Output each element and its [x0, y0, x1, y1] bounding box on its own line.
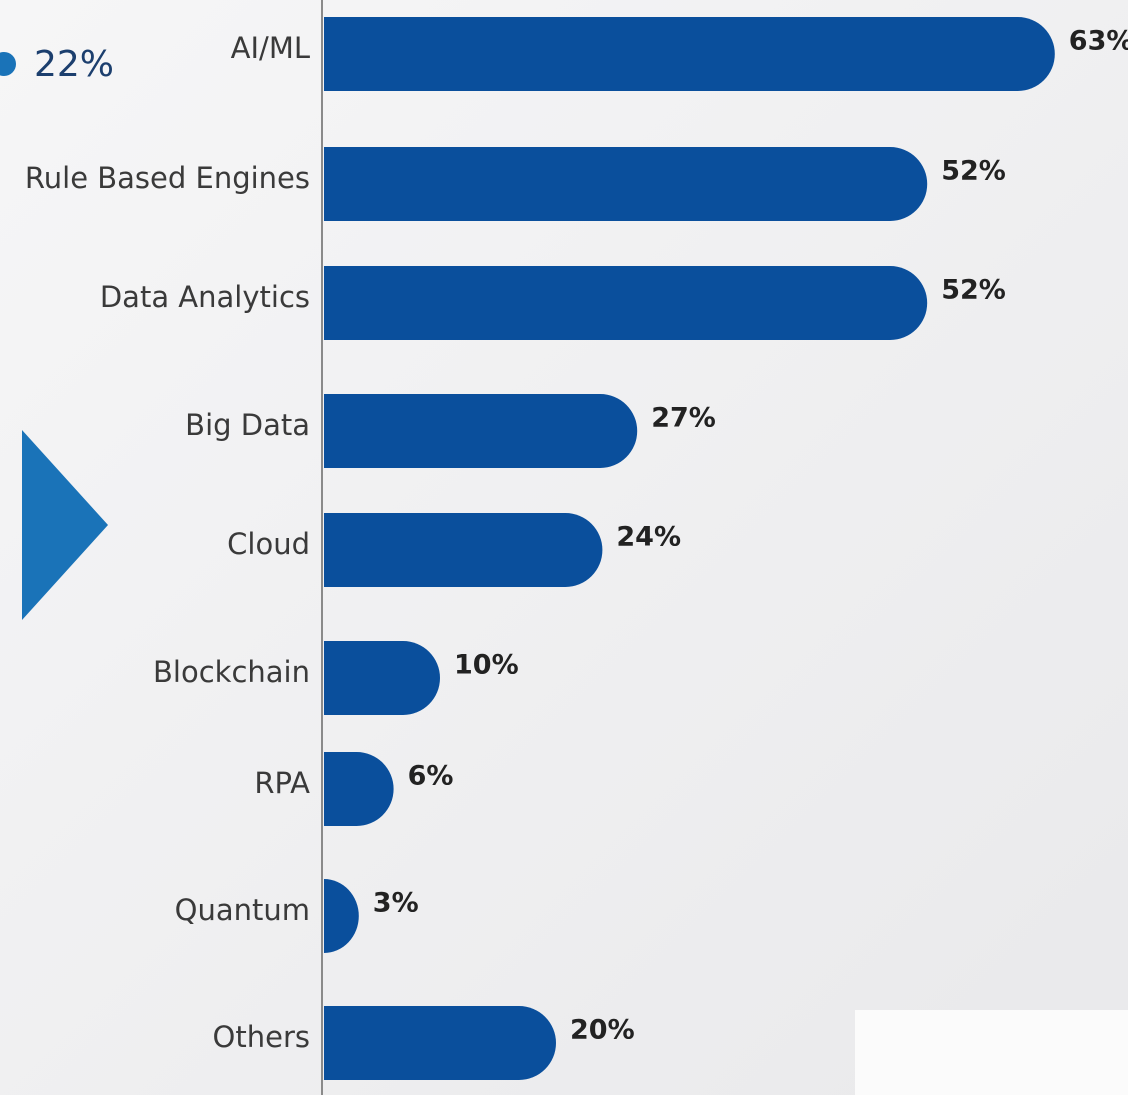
value-label: 52% [941, 275, 1006, 306]
annotation: 22% [34, 44, 114, 85]
bar [324, 513, 603, 587]
category-label: Others [213, 1020, 310, 1054]
bar [324, 394, 638, 468]
value-label: 63% [1069, 26, 1128, 57]
value-label: 27% [651, 403, 716, 434]
category-label: Rule Based Engines [25, 161, 310, 195]
arrow [22, 430, 108, 620]
bar [324, 879, 359, 953]
value-label: 10% [454, 650, 519, 681]
bar [324, 1006, 556, 1080]
category-label: Cloud [227, 527, 310, 561]
value-label: 3% [373, 888, 419, 919]
bar [324, 17, 1055, 91]
panel [855, 1010, 1128, 1095]
category-label: Blockchain [153, 655, 310, 689]
value-label: 20% [570, 1015, 635, 1046]
category-label: AI/ML [231, 31, 310, 65]
category-label: RPA [254, 766, 310, 800]
bar [324, 266, 928, 340]
value-label: 52% [941, 156, 1006, 187]
category-label: Data Analytics [100, 280, 310, 314]
bar [324, 147, 928, 221]
value-label: 6% [408, 761, 454, 792]
bar [324, 752, 394, 827]
value-label: 24% [616, 522, 681, 553]
category-label: Quantum [175, 893, 310, 927]
legend-dot [0, 52, 16, 76]
category-label: Big Data [185, 408, 310, 442]
bar [324, 641, 440, 715]
